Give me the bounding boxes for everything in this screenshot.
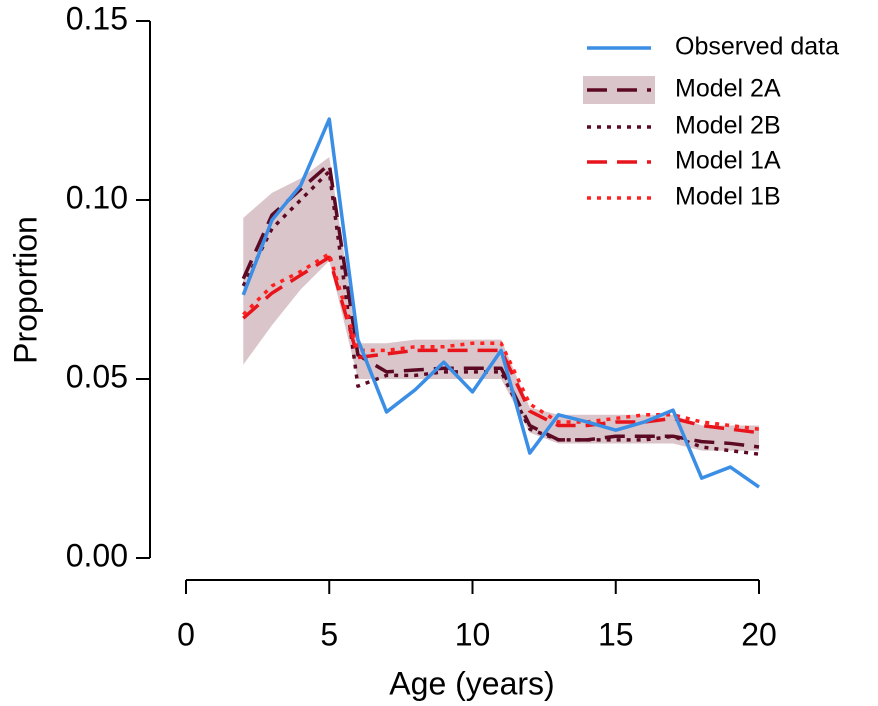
x-tick-label: 5 [320,616,338,652]
y-tick-label: 0.05 [66,358,128,394]
legend-label: Model 2B [675,112,781,140]
x-tick-label: 10 [455,616,491,652]
series-line [242,255,760,435]
x-tick-label: 0 [177,616,195,652]
legend-label: Model 2A [675,75,781,103]
legend-label: Observed data [675,33,839,61]
legend-label: Model 1A [675,147,781,175]
y-tick-label: 0.00 [66,537,128,573]
x-tick-label: 15 [598,616,634,652]
y-axis-label: Proportion [7,216,43,364]
series-line [242,251,760,431]
x-axis-label: Age (years) [389,665,554,701]
series-line [241,162,760,449]
y-tick-label: 0.15 [66,0,128,36]
series-line [241,117,761,489]
y-tick-label: 0.10 [66,179,128,215]
legend-label: Model 1B [675,183,781,211]
x-tick-label: 20 [741,616,777,652]
